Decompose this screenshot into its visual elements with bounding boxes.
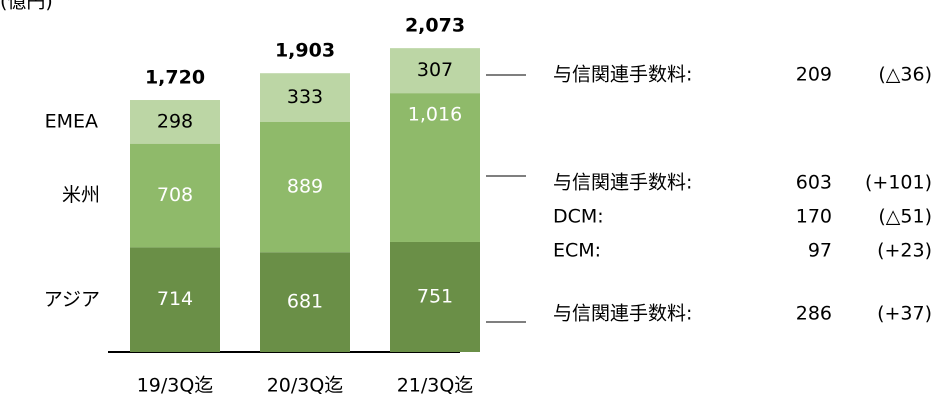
segment-label: 333 xyxy=(287,86,323,108)
x-tick-label: 20/3Q迄 xyxy=(267,375,344,397)
total-label: 2,073 xyxy=(405,15,465,37)
series-label: アジア xyxy=(44,289,100,311)
segment-label: 714 xyxy=(157,288,193,310)
annotation-value: 97 xyxy=(808,240,832,262)
bar-segment xyxy=(260,252,350,352)
segment-label: 307 xyxy=(417,59,453,81)
annotation-label: ECM: xyxy=(553,240,601,262)
bar-segment xyxy=(260,73,350,122)
bar-segment xyxy=(390,48,480,94)
bar-segment xyxy=(130,247,220,352)
segment-label: 681 xyxy=(287,291,323,313)
total-label: 1,720 xyxy=(145,67,205,89)
bar-segment xyxy=(390,93,480,242)
x-tick-label: 21/3Q迄 xyxy=(397,375,474,397)
unit-label: (億円) xyxy=(0,0,53,13)
x-tick-label: 19/3Q迄 xyxy=(137,375,214,397)
segment-label: 708 xyxy=(157,184,193,206)
series-label: EMEA xyxy=(45,110,98,132)
annotation-value: 170 xyxy=(796,206,832,228)
annotation-change: (+37) xyxy=(877,303,932,325)
bar-segment xyxy=(260,121,350,253)
segment-label: 298 xyxy=(157,110,193,132)
annotation-change: (△36) xyxy=(878,64,932,86)
segment-label: 889 xyxy=(287,176,323,198)
annotation-change: (+101) xyxy=(865,172,932,194)
annotation-change: (△51) xyxy=(878,206,932,228)
bar-segment xyxy=(130,143,220,248)
annotation-label: DCM: xyxy=(553,206,604,228)
segment-label: 1,016 xyxy=(408,104,462,126)
annotation-label: 与信関連手数料: xyxy=(553,64,692,86)
segment-label: 751 xyxy=(417,285,453,307)
annotation-change: (+23) xyxy=(877,240,932,262)
bar-segment xyxy=(130,100,220,144)
annotation-label: 与信関連手数料: xyxy=(553,172,692,194)
annotation-label: 与信関連手数料: xyxy=(553,303,692,325)
series-label: 米州 xyxy=(62,184,100,206)
annotation-value: 603 xyxy=(796,172,832,194)
bar-segment xyxy=(390,241,480,352)
annotation-value: 209 xyxy=(796,64,832,86)
annotation-value: 286 xyxy=(796,303,832,325)
total-label: 1,903 xyxy=(275,40,335,62)
